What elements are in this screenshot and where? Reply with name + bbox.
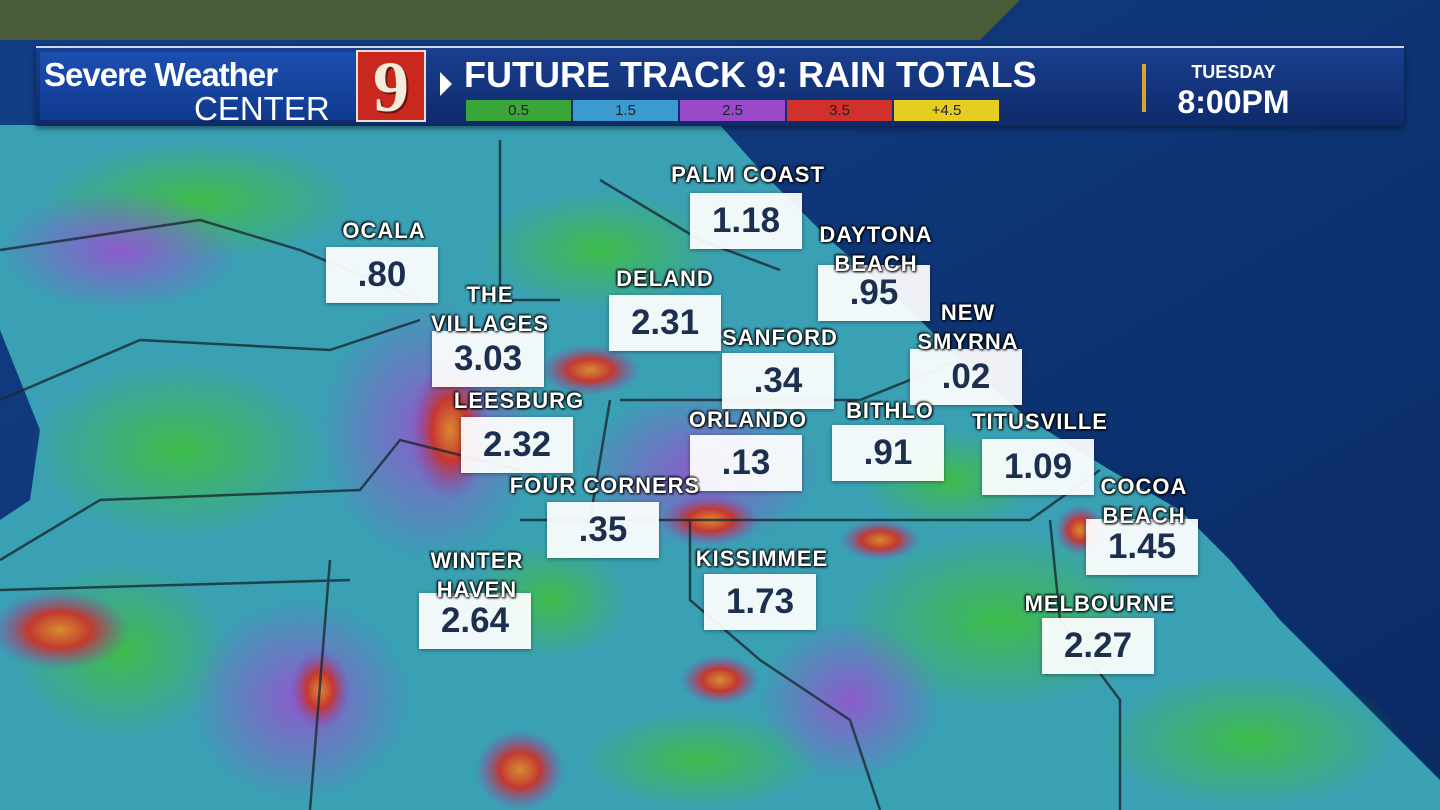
rain-total-value: .34 <box>722 353 834 409</box>
rain-total-value: .13 <box>690 435 802 491</box>
legend-item: 1.5 <box>573 100 678 121</box>
city-name: FOUR CORNERS <box>509 473 701 498</box>
rain-total-value: .91 <box>832 425 944 481</box>
time-label: 8:00PM <box>1177 84 1290 120</box>
rain-total-value: 1.45 <box>1086 519 1198 575</box>
rain-total-value: 2.27 <box>1042 618 1154 674</box>
city-name: KISSIMMEE <box>695 546 829 571</box>
city-name: DAYTONA BEACH <box>819 222 933 276</box>
page-title: FUTURE TRACK 9: RAIN TOTALS <box>464 54 1037 95</box>
city-name: SANFORD <box>722 325 838 350</box>
day-label: TUESDAY <box>1191 62 1276 82</box>
city-name: COCOA BEACH <box>1100 474 1188 528</box>
logo-number: 9 <box>373 47 409 127</box>
brand-line1: Severe Weather <box>44 56 278 93</box>
legend-item: +4.5 <box>894 100 999 121</box>
channel-9-logo: 9 <box>356 47 426 127</box>
city-name: DELAND <box>616 266 714 291</box>
city-name: OCALA <box>342 218 426 243</box>
rain-total-value: .95 <box>818 265 930 321</box>
city-name: NEW SMYRNA <box>917 300 1019 354</box>
divider <box>1142 64 1146 112</box>
city-name: THE VILLAGES <box>430 282 549 336</box>
rain-total-value: 1.18 <box>690 193 802 249</box>
county-lines <box>0 140 1122 810</box>
city-name: WINTER HAVEN <box>430 548 524 602</box>
rain-total-value: .80 <box>326 247 438 303</box>
legend-item: 2.5 <box>680 100 785 121</box>
rain-total-value: 3.03 <box>432 331 544 387</box>
play-arrow-icon <box>440 72 452 96</box>
land-top <box>0 0 1020 40</box>
brand-line2: CENTER <box>194 90 330 127</box>
city-name: ORLANDO <box>688 407 808 432</box>
city-name: MELBOURNE <box>1024 591 1176 616</box>
header-bar: Severe Weather CENTER 9 FUTURE TRACK 9: … <box>36 46 1404 127</box>
city-name: LEESBURG <box>453 388 585 413</box>
city-name: TITUSVILLE <box>972 409 1108 434</box>
brand-box: Severe Weather CENTER <box>40 52 356 127</box>
rain-total-value: 1.09 <box>982 439 1094 495</box>
rain-total-value: 2.31 <box>609 295 721 351</box>
legend-item: 3.5 <box>787 100 892 121</box>
rain-total-value: 2.64 <box>419 593 531 649</box>
rain-total-value: .02 <box>910 349 1022 405</box>
city-name: PALM COAST <box>671 162 825 187</box>
rain-total-value: 2.32 <box>461 417 573 473</box>
rain-total-value: .35 <box>547 502 659 558</box>
city-name: BITHLO <box>846 398 934 423</box>
rain-legend: 0.5 1.5 2.5 3.5 +4.5 <box>466 100 1001 121</box>
rain-total-value: 1.73 <box>704 574 816 630</box>
legend-item: 0.5 <box>466 100 571 121</box>
